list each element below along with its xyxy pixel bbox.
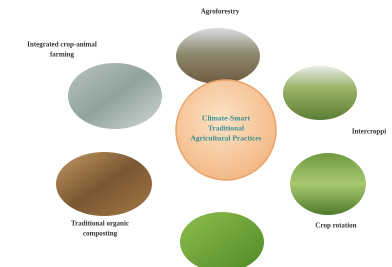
node-label: Intercroppi: [352, 128, 386, 136]
bottom-photo: [180, 212, 264, 267]
composting-photo: [56, 152, 152, 216]
intercropping-photo: [283, 66, 357, 120]
node-label: composting: [83, 230, 118, 238]
node-label: Traditional organic: [71, 220, 129, 228]
center-text: Climate-Smart: [202, 114, 250, 123]
diagram: Climate-Smart Traditional Agricultural P…: [0, 0, 392, 267]
node-label: Crop rotation: [315, 222, 356, 230]
node-label: Integrated crop-animal: [27, 41, 97, 49]
page: Climate-Smart Traditional Agricultural P…: [0, 0, 392, 267]
center-text: Agricultural Practices: [190, 134, 261, 143]
node-label: Agroforestry: [201, 8, 240, 16]
crop-rotation-photo: [290, 153, 366, 215]
agroforestry-photo: [176, 28, 260, 84]
integrated-farming-photo: [68, 63, 162, 129]
node-label: farming: [50, 51, 75, 59]
center-text: Traditional: [208, 124, 244, 133]
